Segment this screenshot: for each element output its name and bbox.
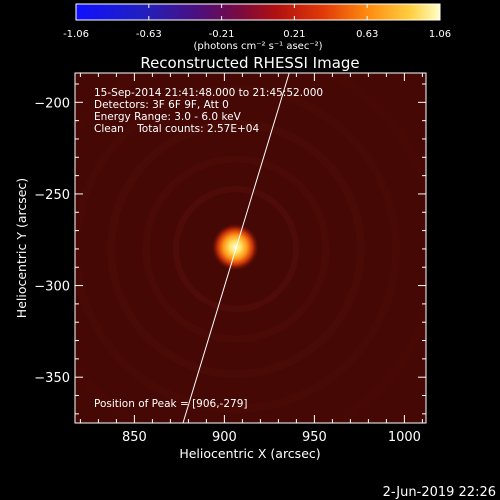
plot-area: 850 900 950 1000 −200 −250 −300 −350 <box>34 72 427 445</box>
x-axis-ticks: 850 900 950 1000 <box>79 73 423 445</box>
colorbar-tick-label: -0.63 <box>136 29 162 40</box>
x-axis-title: Heliocentric X (arcsec) <box>179 446 320 461</box>
y-tick-label: −300 <box>34 280 70 295</box>
colorbar-tick-label: 1.06 <box>429 29 451 40</box>
colorbar-tick-label: 0.21 <box>283 29 305 40</box>
flare-source <box>211 223 260 272</box>
colorbar: -1.06 -0.63 -0.21 0.21 0.63 1.06 (photons cm⁻… <box>63 3 451 52</box>
x-tick-label: 850 <box>122 430 147 445</box>
plot-frame <box>74 72 427 424</box>
info-time-range: 15-Sep-2014 21:41:48.000 to 21:45:52.000 <box>94 87 323 99</box>
info-peak-position: Position of Peak = [906,-279] <box>94 398 248 410</box>
colorbar-gradient <box>75 3 441 21</box>
colorbar-tick-label: -0.21 <box>209 29 235 40</box>
y-tick-label: −200 <box>34 96 70 111</box>
x-tick-label: 1000 <box>388 430 421 445</box>
colorbar-ticks: -1.06 -0.63 -0.21 0.21 0.63 1.06 <box>63 4 451 40</box>
info-detectors: Detectors: 3F 6F 9F, Att 0 <box>94 99 229 111</box>
image-texture <box>75 73 426 423</box>
x-tick-label: 900 <box>212 430 237 445</box>
solar-limb-line <box>182 72 290 424</box>
colorbar-tick-label: 0.63 <box>356 29 378 40</box>
colorbar-unit-label: (photons cm⁻² s⁻¹ asec⁻²) <box>193 41 322 52</box>
y-axis-title: Heliocentric Y (arcsec) <box>14 178 29 318</box>
y-tick-label: −350 <box>34 371 70 386</box>
y-axis-ticks: −200 −250 −300 −350 <box>34 83 426 415</box>
footer-date: 2-Jun-2019 22:26 <box>383 485 496 500</box>
info-method-counts: Clean Total counts: 2.57E+04 <box>94 123 259 135</box>
info-energy-range: Energy Range: 3.0 - 6.0 keV <box>94 111 242 123</box>
colorbar-tick-label: -1.06 <box>63 29 89 40</box>
y-tick-label: −250 <box>34 188 70 203</box>
chart-title: Reconstructed RHESSI Image <box>140 54 359 72</box>
x-tick-label: 950 <box>302 430 327 445</box>
